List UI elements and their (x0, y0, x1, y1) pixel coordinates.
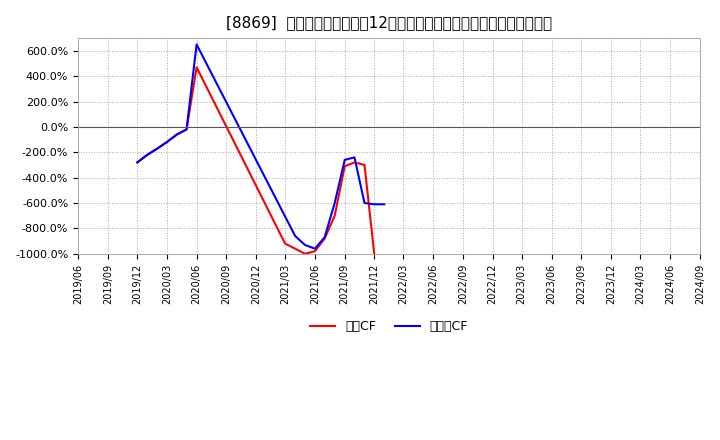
Legend: 営業CF, フリーCF: 営業CF, フリーCF (305, 315, 473, 338)
Title: [8869]  キャッシュフローの12か月移動合計の対前年同期増減率の推移: [8869] キャッシュフローの12か月移動合計の対前年同期増減率の推移 (226, 15, 552, 30)
Line: 営業CF: 営業CF (138, 67, 374, 254)
Line: フリーCF: フリーCF (138, 44, 384, 249)
